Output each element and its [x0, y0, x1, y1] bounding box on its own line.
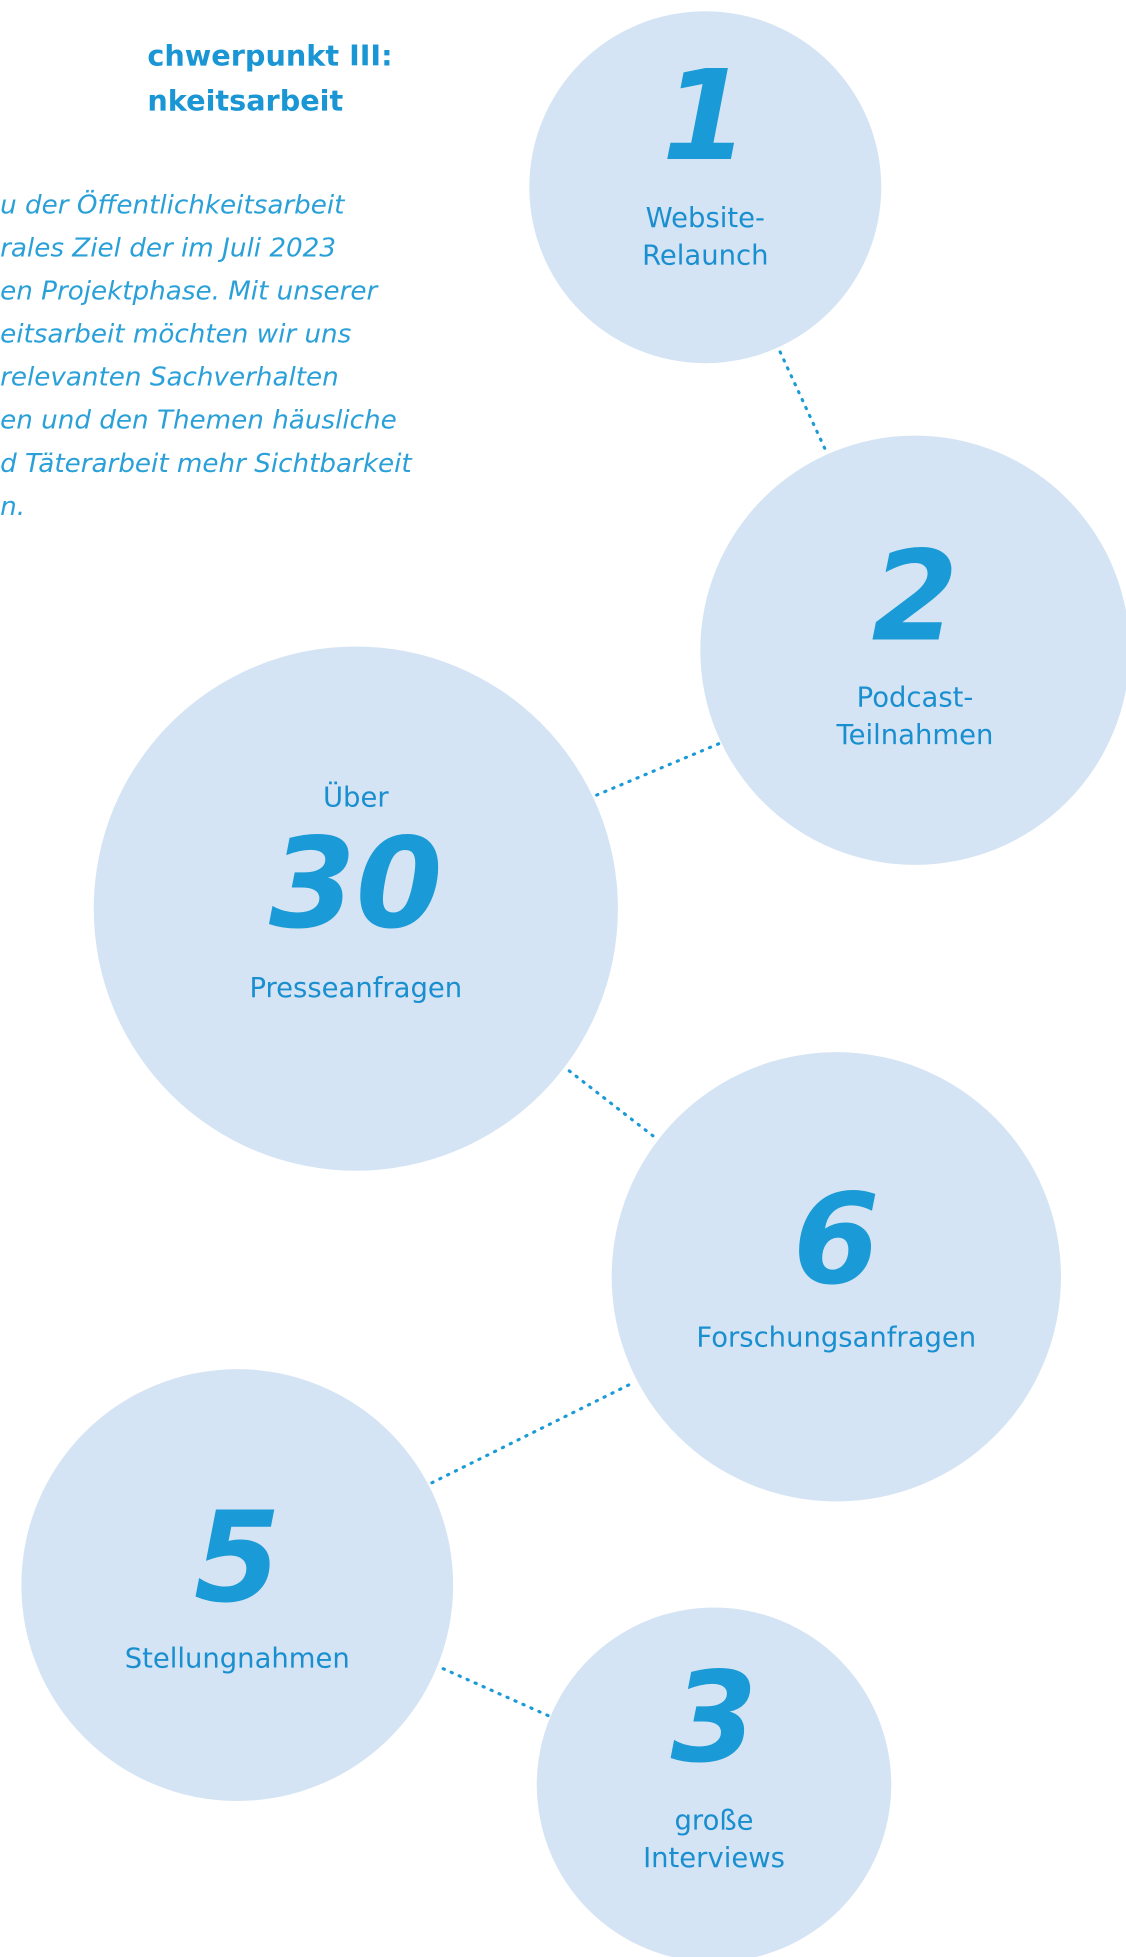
stat-circle	[536, 1607, 892, 1957]
stat-label: große	[674, 1806, 753, 1837]
stat-label: Relaunch	[642, 241, 768, 272]
stat-prefix: Über	[323, 781, 389, 813]
intro-line: en Projektphase. Mit unserer	[0, 277, 379, 307]
section-title: nkeitsarbeit	[147, 83, 343, 117]
stat-label: Presseanfragen	[249, 973, 462, 1004]
connectors	[430, 350, 828, 1718]
connector	[441, 1667, 551, 1718]
stat-number: 1	[662, 44, 749, 189]
stat-label: Teilnahmen	[836, 720, 994, 751]
intro-line: rales Ziel der im Juli 2023	[0, 233, 336, 263]
connector	[778, 350, 828, 454]
intro-line: d Täterarbeit mehr Sichtbarkeit	[0, 449, 413, 479]
stat-circle	[611, 1052, 1061, 1502]
stat-label: Podcast-	[857, 682, 974, 713]
section-title: chwerpunkt III:	[147, 38, 392, 72]
stat-label: Interviews	[643, 1843, 785, 1874]
stat-label: Website-	[646, 203, 765, 234]
stat-number: 5	[194, 1486, 281, 1631]
intro-line: relevanten Sachverhalten	[0, 363, 339, 393]
stat-number: 2	[872, 524, 959, 669]
stat-label: Stellungnahmen	[125, 1643, 350, 1674]
intro-line: n.	[0, 492, 25, 522]
stat-circle	[529, 11, 882, 364]
connector	[430, 1381, 635, 1485]
stat-number: 6	[793, 1167, 880, 1312]
stat-number: 30	[269, 812, 443, 957]
stat-circle	[700, 435, 1126, 865]
connector	[595, 741, 724, 797]
stat-circle	[93, 646, 618, 1171]
stat-label: Forschungsanfragen	[696, 1323, 976, 1354]
connector	[567, 1069, 655, 1138]
stat-number: 3	[671, 1645, 758, 1790]
stat-circle	[21, 1369, 454, 1801]
intro-line: u der Öffentlichkeitsarbeit	[0, 188, 346, 220]
intro-line: en und den Themen häusliche	[0, 406, 397, 436]
intro-line: eitsarbeit möchten wir uns	[0, 320, 352, 350]
